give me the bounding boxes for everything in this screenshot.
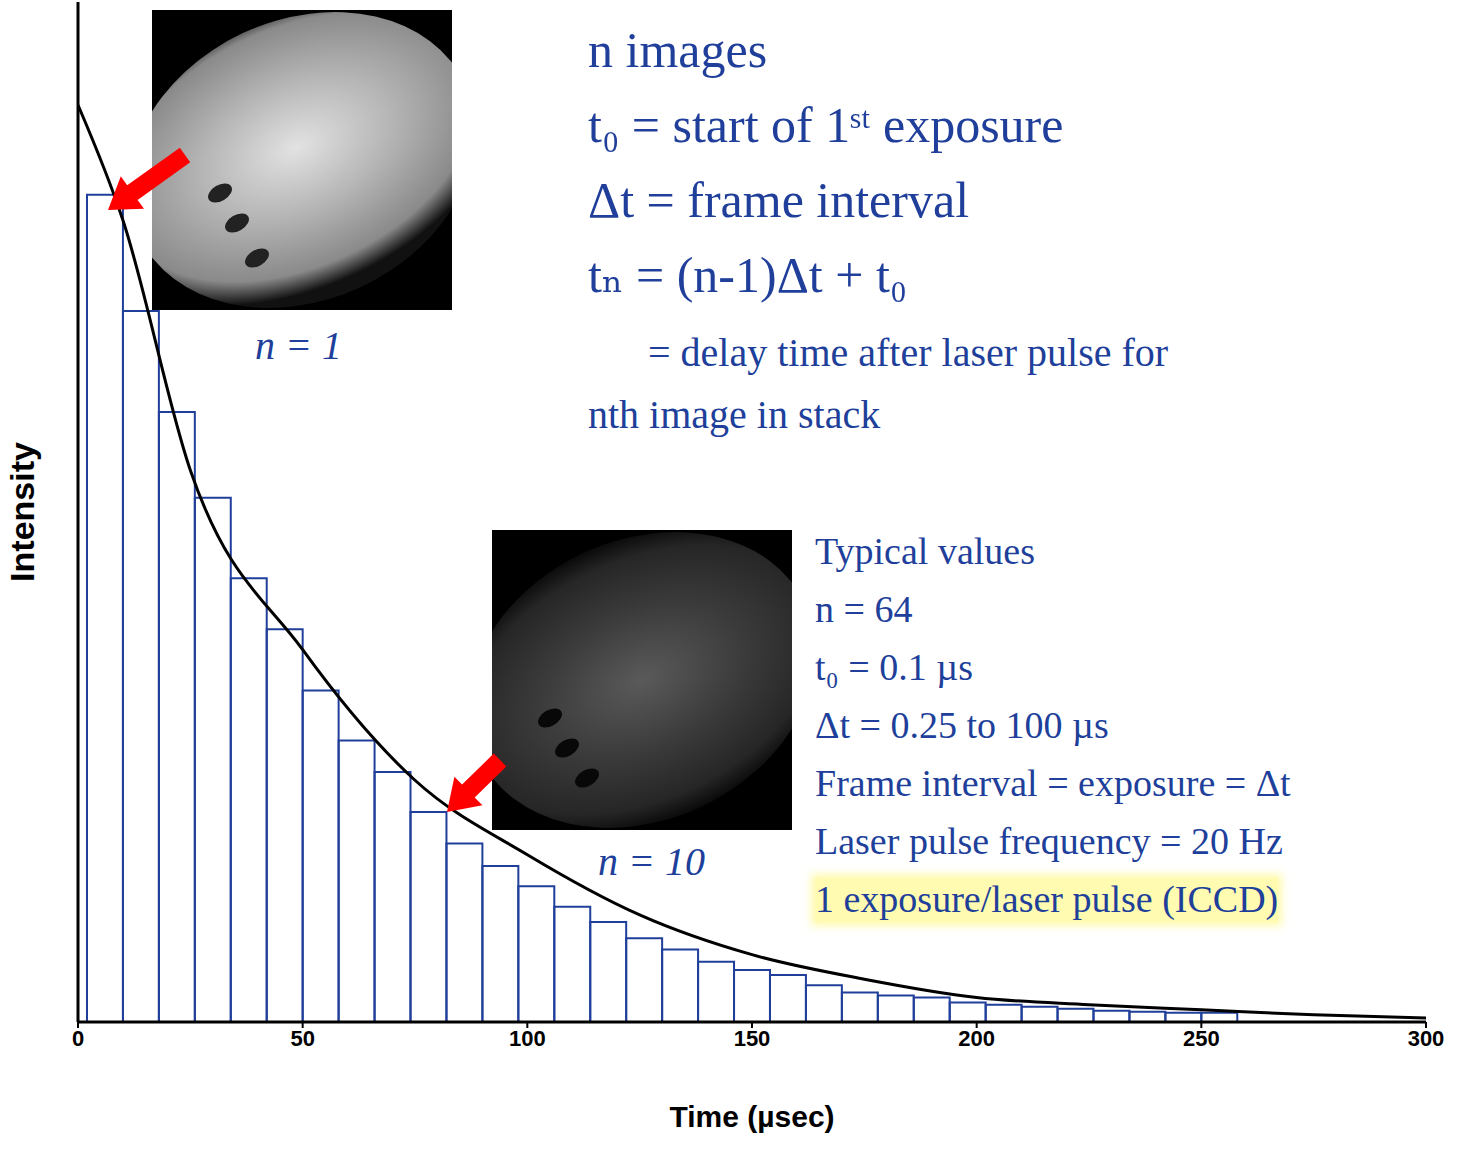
svg-text:50: 50	[290, 1026, 314, 1051]
html-text:1 exposure/laser pulse (ICCD): 1 exposure/laser pulse (ICCD)	[815, 878, 1279, 920]
svg-text:Time (µsec): Time (µsec)	[669, 1100, 834, 1133]
html-text:t₀ = start of 1ˢᵗ exposure: t₀ = start of 1ˢᵗ exposure	[588, 97, 1064, 153]
svg-text:250: 250	[1183, 1026, 1220, 1051]
html-text:t₀ = 0.1 µs: t₀ = 0.1 µs	[815, 646, 973, 688]
svg-text:Intensity: Intensity	[3, 442, 41, 582]
html-text:n = 10: n = 10	[598, 839, 705, 884]
html-text:n = 64: n = 64	[815, 588, 913, 630]
svg-text:0: 0	[72, 1026, 84, 1051]
html-text:Frame interval = exposure = Δt: Frame interval = exposure = Δt	[815, 762, 1291, 804]
html-text:n images: n images	[588, 22, 768, 78]
svg-text:300: 300	[1408, 1026, 1445, 1051]
html-text:nth image in stack: nth image in stack	[588, 392, 881, 437]
html-text:Δt = frame interval: Δt = frame interval	[588, 172, 969, 228]
html-text:tₙ = (n-1)Δt + t₀: tₙ = (n-1)Δt + t₀	[588, 247, 908, 303]
html-text:Δt = 0.25 to 100 µs: Δt = 0.25 to 100 µs	[815, 704, 1109, 746]
html-text:Typical values: Typical values	[815, 530, 1035, 572]
html-text:Laser pulse frequency = 20 Hz: Laser pulse frequency = 20 Hz	[815, 820, 1283, 862]
svg-text:150: 150	[734, 1026, 771, 1051]
svg-text:200: 200	[958, 1026, 995, 1051]
html-text:n = 1: n = 1	[255, 323, 342, 368]
svg-text:100: 100	[509, 1026, 546, 1051]
html-text:= delay time after laser pulse: = delay time after laser pulse for	[648, 330, 1169, 375]
